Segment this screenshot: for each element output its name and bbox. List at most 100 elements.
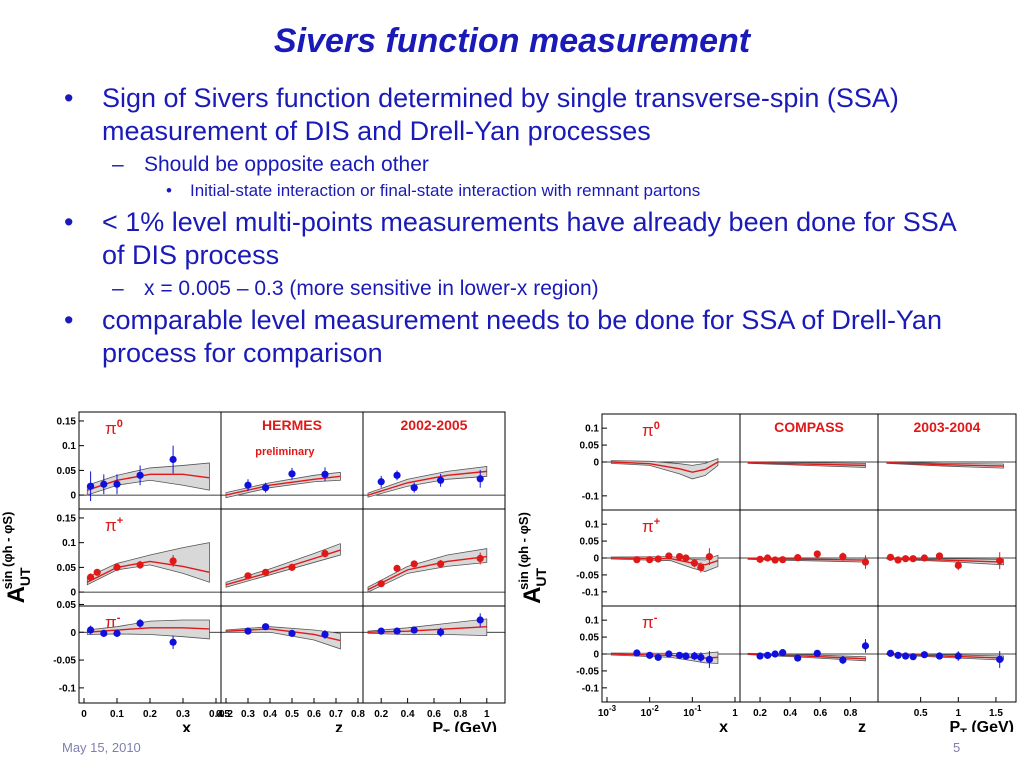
theory-curve: [747, 461, 866, 467]
bullet-list: Sign of Sivers function determined by si…: [62, 82, 962, 374]
x-axis-label: PT (GeV): [432, 720, 497, 732]
x-tick-label: 10-3: [598, 704, 617, 719]
y-tick-label: -0.05: [53, 656, 76, 667]
data-point: [437, 476, 445, 484]
x-tick-label: 0.1: [110, 709, 124, 720]
data-point: [894, 556, 902, 564]
y-tick-label: 0.05: [580, 537, 600, 548]
x-tick-label: 0.2: [219, 709, 233, 720]
bullet-level-1: Sign of Sivers function determined by si…: [62, 82, 962, 148]
y-tick-label: 0: [593, 554, 599, 565]
x-tick-label: 0.3: [176, 709, 190, 720]
x-tick-label: 1: [732, 708, 738, 719]
data-point: [894, 651, 902, 659]
x-axis-label: z: [858, 719, 866, 732]
data-point: [646, 556, 654, 564]
x-tick-label: 0.3: [241, 709, 255, 720]
data-point: [839, 553, 847, 561]
pion-label: π0: [105, 418, 123, 438]
theory-curve: [86, 560, 210, 583]
data-point: [113, 563, 121, 571]
theory-band: [367, 548, 488, 593]
theory-band: [86, 462, 210, 496]
slide-title: Sivers function measurement: [273, 22, 751, 60]
data-point: [756, 652, 764, 660]
y-tick-label: 0.1: [62, 538, 76, 549]
data-point: [136, 471, 144, 479]
data-point: [771, 556, 779, 564]
data-point: [909, 555, 917, 563]
theory-band: [367, 465, 488, 498]
data-point: [393, 627, 401, 635]
x-axis-label: x: [182, 720, 191, 732]
data-point: [654, 555, 662, 563]
x-tick-label: 0.4: [401, 709, 415, 720]
y-tick-label: 0.05: [580, 633, 600, 644]
data-point: [244, 572, 252, 580]
y-tick-label: 0: [70, 588, 76, 599]
theory-curve: [367, 470, 487, 496]
y-tick-label: -0.05: [576, 570, 599, 581]
data-point: [244, 627, 252, 635]
period-label: 2002-2005: [401, 417, 468, 433]
data-point: [705, 655, 713, 664]
x-tick-label: 0.4: [263, 709, 277, 720]
data-point: [935, 652, 944, 660]
data-point: [675, 651, 684, 659]
theory-band: [86, 542, 210, 586]
data-point: [410, 626, 418, 634]
x-tick-label: 0.4: [783, 708, 797, 719]
compass-figure: -0.1 0 0.05 0.1 π0 -0.1 -0.05 0 0.05 0.1 π+ -0.1 -0.…: [516, 413, 1017, 732]
bullet-level-1: comparable level measurement needs to be…: [62, 304, 962, 370]
data-point: [920, 651, 929, 659]
x-tick-label: 10-1: [683, 704, 702, 719]
data-point: [136, 561, 144, 569]
data-point: [697, 563, 705, 572]
data-point: [675, 553, 684, 561]
data-point: [169, 455, 177, 464]
y-tick-label: 0: [593, 458, 599, 469]
y-tick-label: 0.05: [57, 466, 77, 477]
data-point: [839, 656, 847, 664]
data-point: [954, 561, 962, 570]
y-tick-label: 0.1: [585, 424, 599, 435]
data-point: [771, 650, 779, 658]
pion-label: π0: [642, 420, 660, 440]
data-point: [794, 654, 802, 662]
data-point: [779, 649, 787, 657]
data-point: [100, 480, 108, 488]
x-tick-label: 0.5: [216, 709, 230, 720]
data-point: [321, 549, 329, 558]
y-tick-label: 0.15: [57, 416, 77, 427]
x-tick-label: 0.4: [209, 709, 223, 720]
x-tick-label: 0.7: [329, 709, 343, 720]
data-point: [690, 652, 699, 660]
y-tick-label: -0.05: [576, 666, 599, 677]
data-point: [288, 563, 296, 571]
x-tick-label: 0: [81, 709, 87, 720]
data-point: [288, 470, 296, 478]
x-axis-label: z: [335, 720, 343, 732]
data-point: [920, 554, 929, 562]
data-point: [113, 629, 121, 637]
y-tick-label: -0.1: [582, 587, 600, 598]
y-tick-label: 0.05: [580, 441, 600, 452]
x-tick-label: 1.5: [989, 708, 1003, 719]
data-point: [113, 480, 121, 488]
data-point: [393, 564, 401, 572]
bullet-level-2: Should be opposite each other: [62, 152, 962, 178]
experiment-title: COMPASS: [774, 419, 844, 435]
data-point: [377, 580, 385, 588]
data-point: [169, 638, 177, 646]
data-point: [244, 481, 252, 489]
x-tick-label: 0.8: [843, 708, 857, 719]
data-point: [779, 556, 787, 564]
x-tick-label: 1: [956, 708, 962, 719]
data-point: [996, 655, 1004, 664]
data-point: [861, 642, 870, 650]
data-point: [476, 554, 484, 563]
x-tick-label: 0.6: [427, 709, 441, 720]
data-point: [954, 652, 962, 660]
pion-label: π-: [642, 612, 658, 632]
